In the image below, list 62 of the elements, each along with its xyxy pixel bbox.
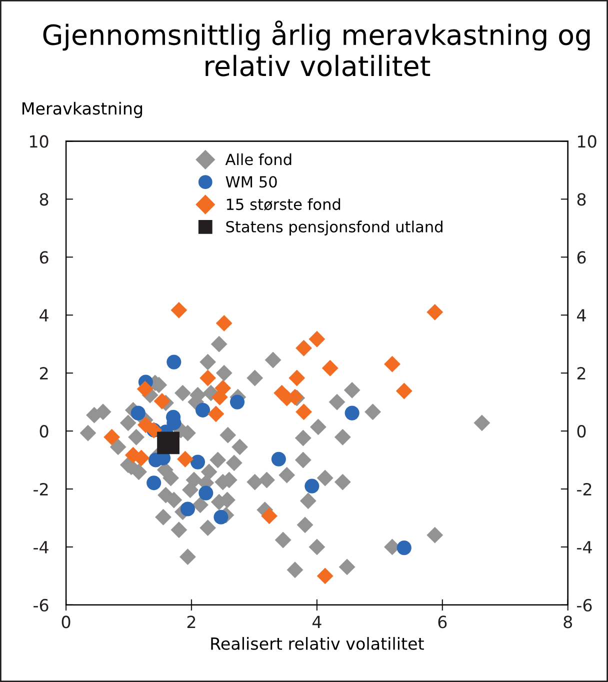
legend-label: 15 største fond bbox=[226, 198, 340, 211]
point bbox=[130, 406, 146, 420]
legend-label: Alle fond bbox=[225, 153, 292, 166]
y2-tick-label: 6 bbox=[577, 251, 586, 264]
point bbox=[308, 330, 326, 348]
y2-tick-label: 0 bbox=[577, 424, 586, 438]
point bbox=[198, 486, 214, 500]
point bbox=[216, 314, 232, 332]
legend-label: WM 50 bbox=[226, 176, 277, 188]
point bbox=[208, 406, 224, 422]
y-tick-label: 6 bbox=[40, 251, 48, 264]
point bbox=[136, 380, 154, 398]
point bbox=[316, 568, 334, 584]
point bbox=[200, 370, 216, 386]
point bbox=[322, 360, 338, 376]
y-tick-label: 10 bbox=[30, 135, 48, 148]
y2-tick-label: -4 bbox=[577, 541, 592, 554]
point bbox=[261, 508, 278, 524]
point bbox=[396, 382, 412, 400]
y2-tick-label: -2 bbox=[577, 482, 592, 496]
x-tick-label: 6 bbox=[438, 616, 447, 628]
point bbox=[154, 392, 170, 410]
point bbox=[296, 404, 312, 420]
legend-label: Statens pensjonsfond utland bbox=[226, 220, 442, 236]
point bbox=[230, 394, 245, 410]
y-tick-label: 8 bbox=[40, 193, 48, 206]
y2-tick-label: 10 bbox=[578, 135, 596, 148]
y2-tick-label: 4 bbox=[577, 309, 586, 322]
y-tick-label: -4 bbox=[34, 541, 48, 554]
point bbox=[271, 452, 286, 466]
y2-tick-label: 8 bbox=[577, 193, 586, 206]
point bbox=[180, 502, 196, 516]
point bbox=[157, 432, 180, 454]
point bbox=[344, 406, 360, 420]
y-tick-label: 2 bbox=[40, 367, 48, 380]
point bbox=[170, 302, 188, 318]
point bbox=[296, 340, 312, 356]
x-axis-title: Realisert relativ volatilitet bbox=[211, 637, 424, 650]
x-tick-label: 8 bbox=[564, 616, 572, 628]
point bbox=[177, 450, 194, 468]
point bbox=[104, 428, 120, 446]
x-tick-label: 0 bbox=[62, 616, 70, 628]
point bbox=[146, 476, 162, 490]
chart-title: Gjennomsnittlig årlig meravkastning og relativ volatilitet bbox=[43, 20, 590, 76]
point bbox=[214, 510, 228, 524]
x-tick-label: 4 bbox=[312, 616, 322, 628]
y-tick-label: 4 bbox=[40, 309, 48, 322]
point bbox=[190, 454, 206, 470]
point bbox=[396, 540, 412, 556]
point bbox=[195, 402, 210, 418]
point bbox=[288, 370, 306, 386]
y-tick-label: 0 bbox=[40, 424, 48, 438]
point bbox=[384, 356, 400, 372]
y2-tick-label: 2 bbox=[577, 367, 586, 380]
point bbox=[304, 478, 320, 494]
x-tick-label: 2 bbox=[187, 616, 196, 628]
y-tick-label: -6 bbox=[34, 598, 48, 612]
point bbox=[426, 304, 444, 320]
y2-tick-label: -6 bbox=[577, 598, 592, 612]
y-tick-label: -2 bbox=[34, 482, 48, 496]
point bbox=[166, 354, 182, 370]
y-axis-title: Meravkastning bbox=[22, 102, 142, 118]
